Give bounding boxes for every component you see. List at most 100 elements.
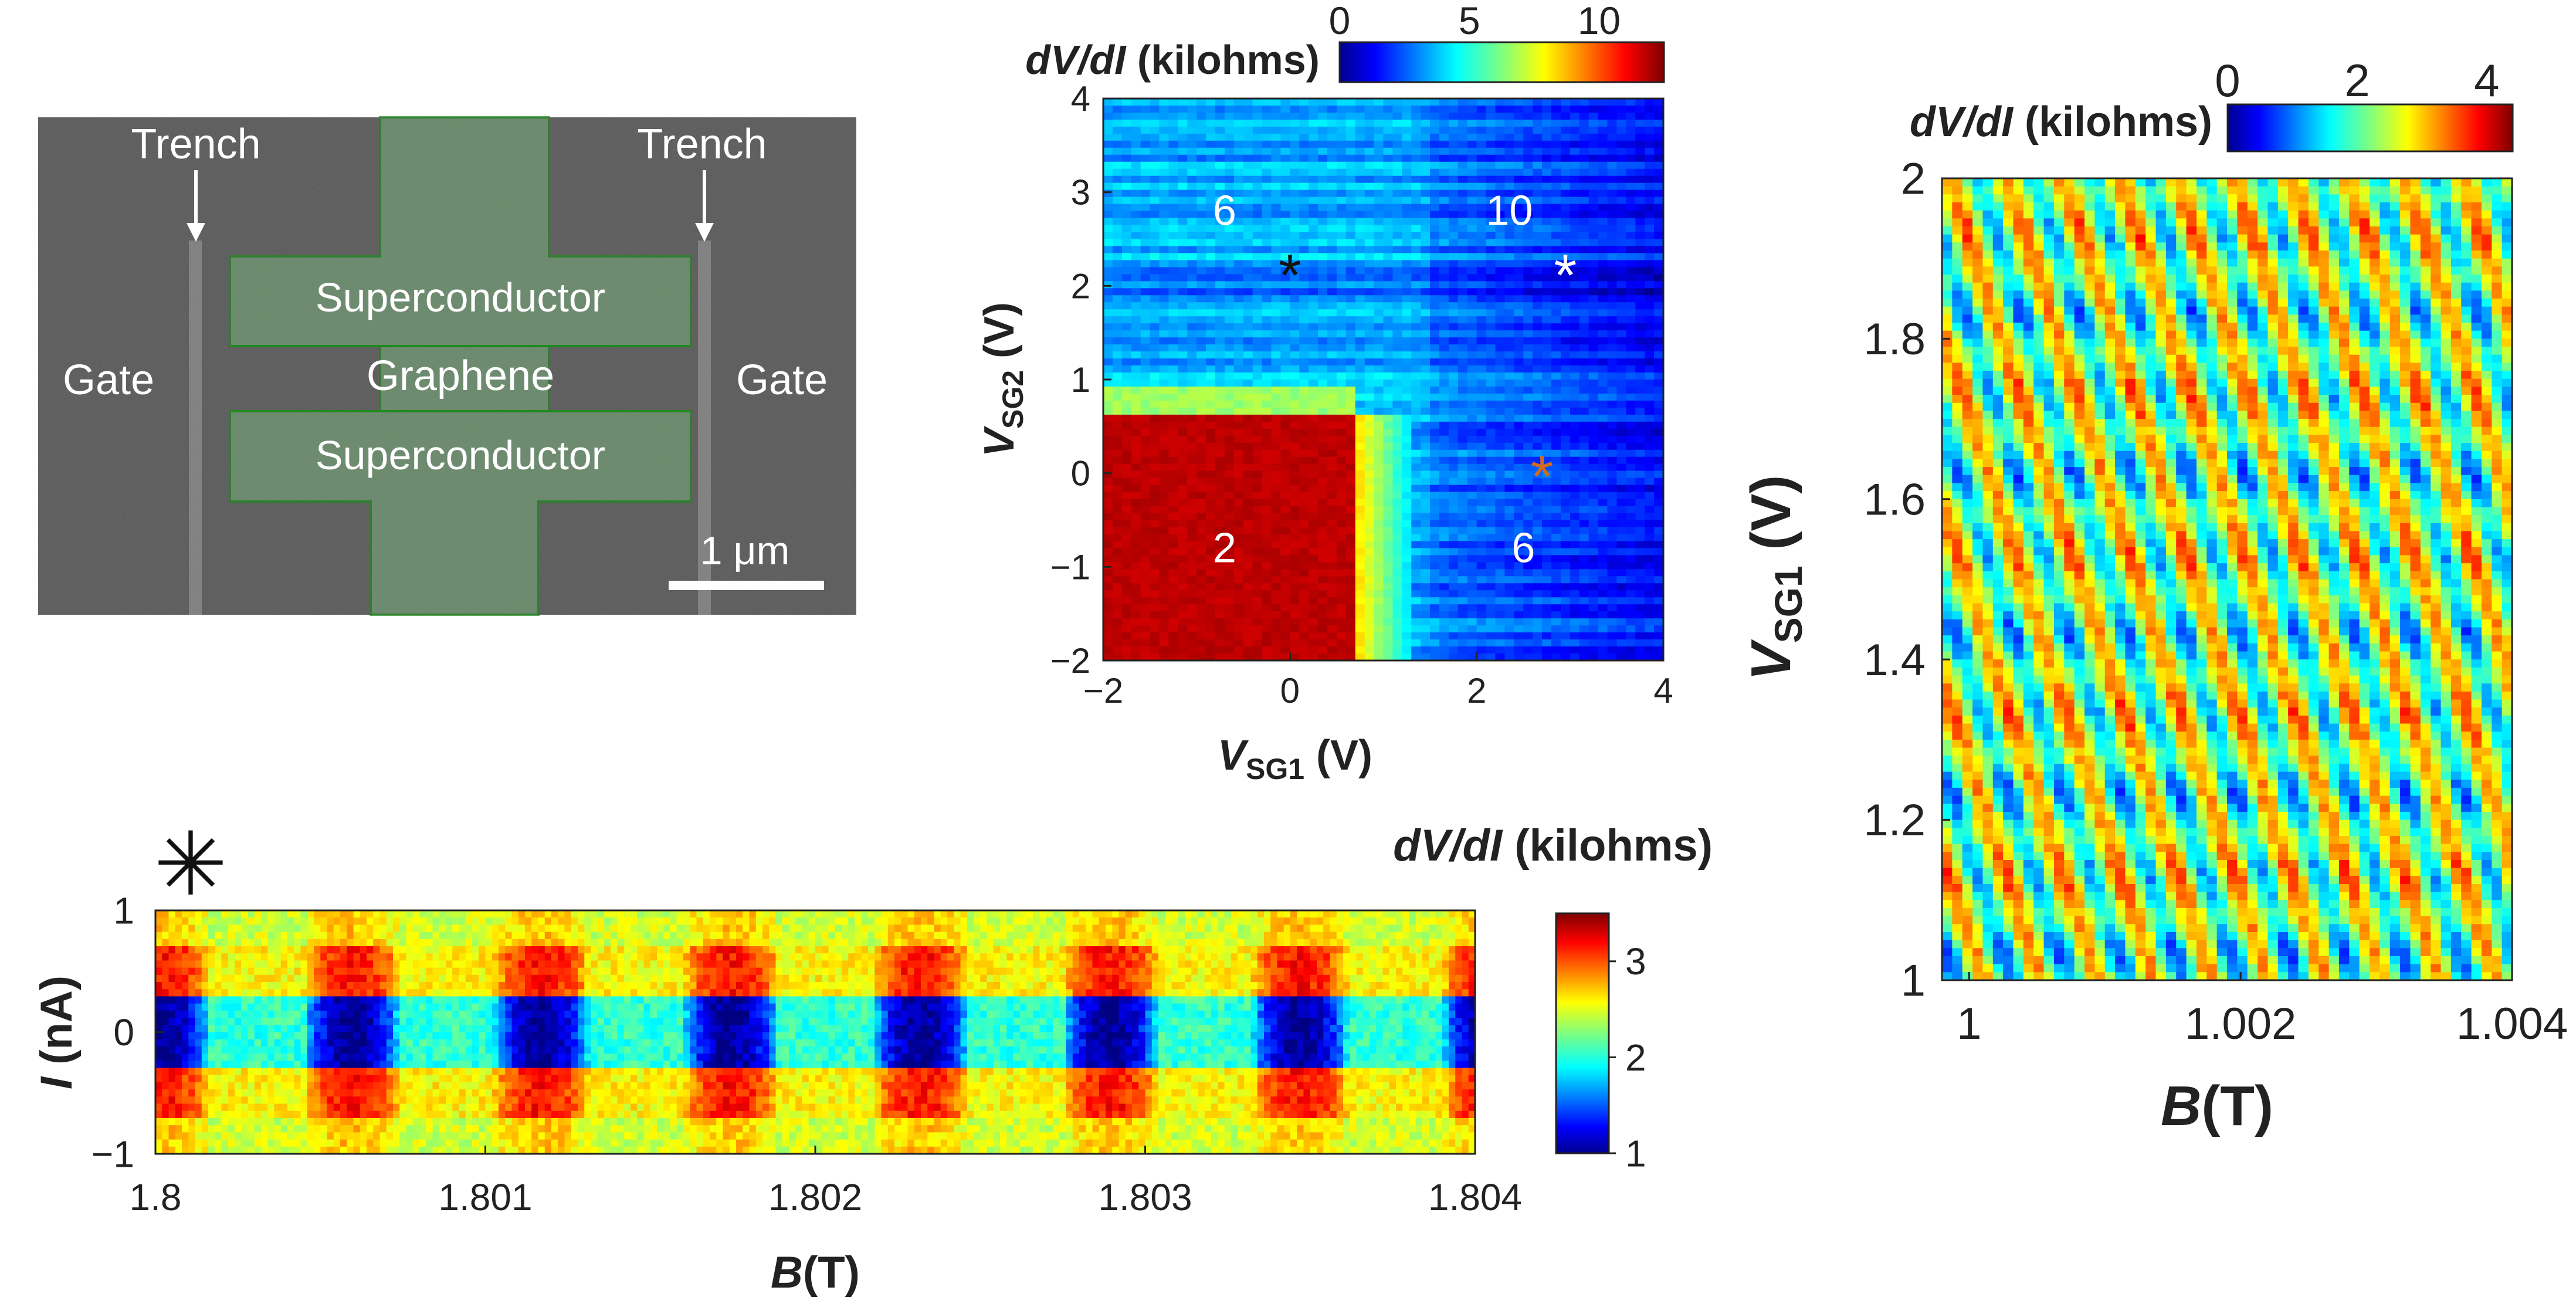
heatmap-cell (1533, 161, 1543, 170)
heatmap-cell (1458, 337, 1468, 345)
heatmap-cell (1421, 597, 1431, 605)
heatmap-cell (1187, 435, 1197, 443)
heatmap-cell (1150, 372, 1160, 380)
heatmap-cell (1271, 611, 1282, 619)
heatmap-cell (1430, 140, 1440, 148)
heatmap-cell (1635, 154, 1645, 162)
heatmap-cell (1486, 513, 1496, 521)
heatmap-cell (1224, 323, 1235, 331)
heatmap-cell (1131, 358, 1141, 366)
heatmap-cell (221, 910, 229, 918)
heatmap-cell (1486, 506, 1496, 514)
heatmap-cell (1215, 646, 1225, 654)
heatmap-cell (1495, 576, 1506, 584)
heatmap-cell (1570, 569, 1580, 577)
heatmap-cell (1187, 569, 1197, 577)
heatmap-cell (1626, 309, 1636, 317)
heatmap-cell (1430, 590, 1440, 598)
heatmap-cell (1252, 513, 1263, 521)
heatmap-cell (1411, 330, 1421, 338)
heatmap-cell (1495, 372, 1506, 380)
heatmap-cell (1523, 400, 1533, 408)
heatmap-cell (1626, 583, 1636, 591)
heatmap-cell (1215, 246, 1225, 254)
heatmap-cell (1103, 99, 1113, 106)
heatmap-cell (1635, 147, 1645, 155)
heatmap-cell (1140, 393, 1151, 401)
heatmap-cell (1514, 372, 1524, 380)
heatmap-cell (1598, 239, 1608, 247)
heatmap-cell (1551, 225, 1561, 233)
heatmap-cell (1458, 407, 1468, 415)
heatmap-cell (1280, 562, 1290, 570)
heatmap-cell (1542, 133, 1552, 141)
heatmap-cell (1560, 456, 1571, 465)
heatmap-cell (1392, 246, 1402, 254)
heatmap-cell (1271, 569, 1282, 577)
heatmap-cell (1383, 175, 1394, 184)
heatmap-cell (1355, 555, 1365, 563)
heatmap-cell (1448, 428, 1459, 436)
heatmap-cell (1579, 632, 1589, 640)
heatmap-cell (1430, 365, 1440, 373)
heatmap-cell (1374, 632, 1384, 640)
heatmap-cell (1345, 147, 1356, 155)
heatmap-cell (1523, 632, 1533, 640)
heatmap-cell (1411, 555, 1421, 563)
heatmap-cell (1495, 611, 1506, 619)
heatmap-cell (1243, 372, 1253, 380)
heatmap-cell (1476, 274, 1487, 282)
heatmap-cell (1616, 499, 1626, 507)
heatmap-cell (1121, 218, 1132, 226)
heatmap-cell (1364, 140, 1375, 148)
heatmap-cell (1271, 477, 1282, 486)
heatmap-cell (1588, 288, 1599, 296)
heatmap-cell (1476, 330, 1487, 338)
heatmap-cell (1150, 197, 1160, 205)
heatmap-cell (1476, 204, 1487, 212)
heatmap-cell (1355, 463, 1365, 472)
heatmap-cell (1439, 168, 1449, 177)
heatmap-cell (1131, 653, 1141, 661)
heatmap-cell (1280, 485, 1290, 493)
heatmap-cell (1215, 112, 1225, 120)
heatmap-cell (1168, 386, 1178, 394)
heatmap-cell (1588, 225, 1599, 233)
heatmap-cell (1626, 562, 1636, 570)
heatmap-cell (1318, 527, 1328, 535)
heatmap-cell (1560, 351, 1571, 359)
heatmap-cell (1430, 161, 1440, 170)
heatmap-cell (1560, 119, 1571, 127)
gate-map-colorbar (1338, 41, 1665, 83)
heatmap-cell (1607, 590, 1618, 598)
heatmap-cell (1262, 204, 1272, 212)
heatmap-cell (1514, 323, 1524, 331)
heatmap-cell (1430, 618, 1440, 626)
heatmap-cell (1168, 485, 1178, 493)
heatmap-cell (1233, 133, 1244, 141)
heatmap-cell (1299, 351, 1309, 359)
heatmap-cell (1243, 358, 1253, 366)
heatmap-cell (1458, 175, 1468, 184)
heatmap-cell (1654, 590, 1663, 598)
heatmap-cell (1224, 618, 1235, 626)
heatmap-cell (1197, 112, 1206, 120)
heatmap-cell (1570, 225, 1580, 233)
heatmap-cell (1430, 351, 1440, 359)
heatmap-cell (1458, 646, 1468, 654)
heatmap-cell (1178, 218, 1188, 226)
heatmap-cell (1121, 520, 1132, 528)
heatmap-cell (1243, 204, 1253, 212)
heatmap-cell (1504, 112, 1514, 120)
heatmap-cell (1150, 499, 1160, 507)
heatmap-cell (1542, 618, 1552, 626)
heatmap-cell (1336, 492, 1347, 500)
heatmap-cell (1392, 105, 1402, 113)
heatmap-cell (1103, 499, 1113, 507)
heatmap-cell (1309, 344, 1318, 352)
heatmap-cell (1635, 358, 1645, 366)
heatmap-cell (1411, 449, 1421, 458)
heatmap-cell (1150, 456, 1160, 465)
heatmap-cell (1486, 449, 1496, 458)
heatmap-cell (1103, 189, 1113, 198)
